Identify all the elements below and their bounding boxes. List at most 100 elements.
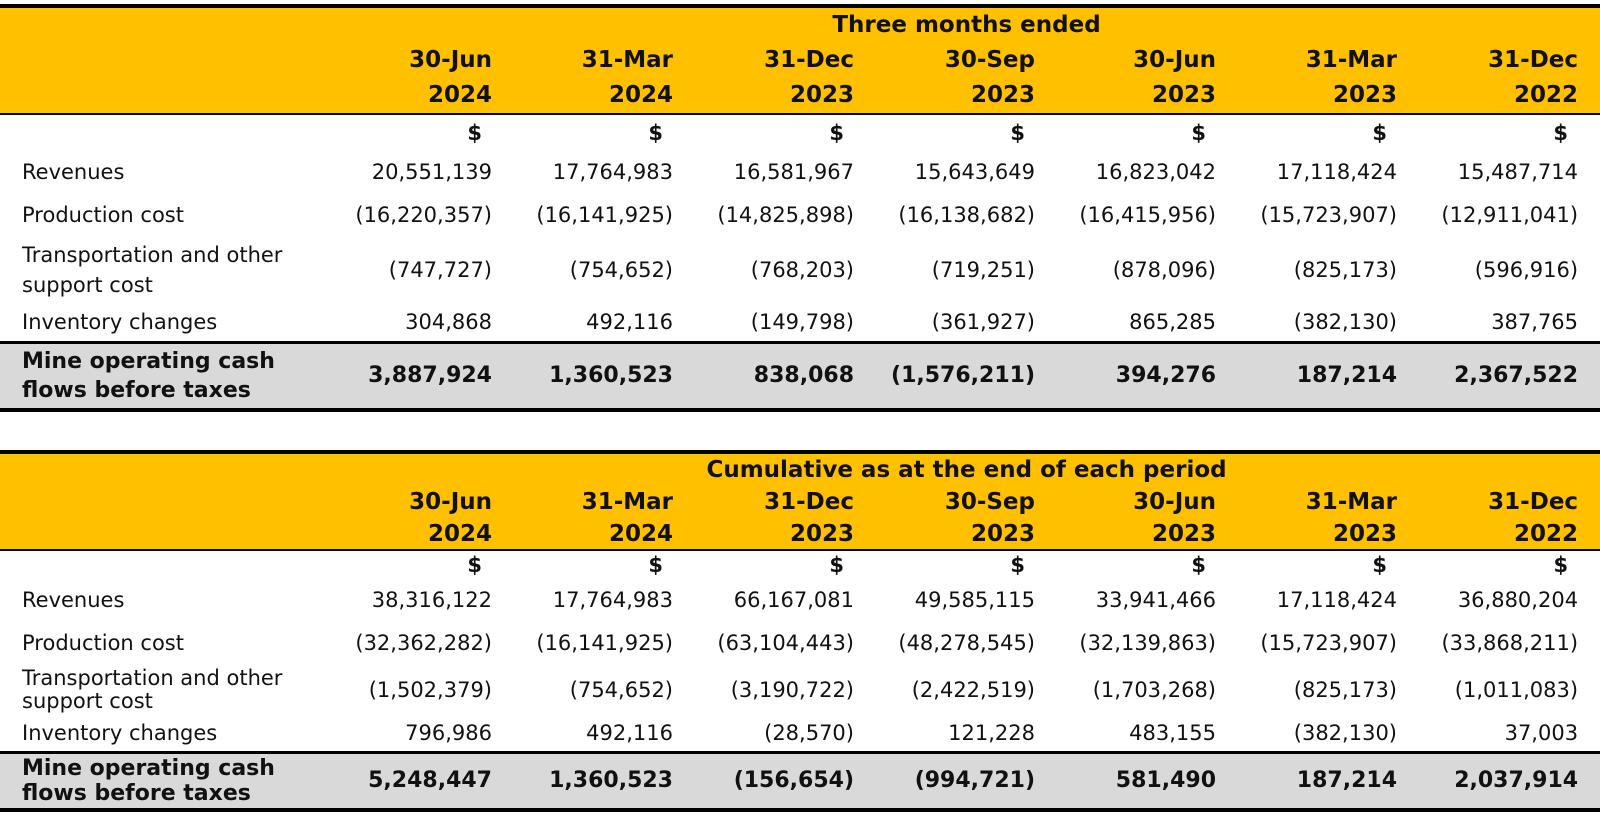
row-label-total: Mine operating cash flows before taxes <box>0 750 333 812</box>
cell-value: 20,551,139 <box>371 159 492 184</box>
cell-value: (33,868,211) <box>1441 631 1579 655</box>
period-day: 31-Mar <box>1238 42 1419 78</box>
currency-symbol: $ <box>1553 120 1569 145</box>
currency-symbol: $ <box>829 120 844 145</box>
total-value: 2,367,522 <box>1419 340 1600 412</box>
cell-value: (754,652) <box>569 257 673 282</box>
cell-value: (1,703,268) <box>1092 678 1216 702</box>
period-day: 30-Jun <box>1057 42 1238 78</box>
cell-value: (768,203) <box>750 257 854 282</box>
period-day: 30-Sep <box>876 486 1057 518</box>
cell-value: 37,003 <box>1504 721 1579 746</box>
currency-symbol: $ <box>648 120 663 145</box>
row-label-inventory: Inventory changes <box>22 721 218 746</box>
label-line: Transportation and other <box>22 666 283 690</box>
cell-value: 16,823,042 <box>1095 159 1216 184</box>
label-line: flows before taxes <box>22 377 251 403</box>
currency-symbol: $ <box>1553 552 1569 577</box>
period-year: 2022 <box>1419 518 1600 551</box>
cell-value: 483,155 <box>1129 721 1216 746</box>
period-year: 2024 <box>514 78 695 115</box>
period-day: 30-Jun <box>333 42 514 78</box>
cell-value: 66,167,081 <box>733 588 854 612</box>
period-day: 30-Sep <box>876 42 1057 78</box>
group-title: Three months ended <box>333 4 1600 42</box>
cell-value: (1,502,379) <box>368 678 492 702</box>
cell-value: (32,362,282) <box>355 631 492 655</box>
cell-value: (149,798) <box>750 309 854 334</box>
cell-value: (382,130) <box>1293 309 1397 334</box>
cell-value: (596,916) <box>1474 257 1579 282</box>
currency-symbol: $ <box>1372 120 1387 145</box>
cell-value: 387,765 <box>1491 309 1579 334</box>
cell-value: (14,825,898) <box>717 202 854 227</box>
cell-value: (15,723,907) <box>1260 202 1397 227</box>
row-label-transportation: Transportation and other support cost <box>0 664 333 716</box>
currency-symbol: $ <box>829 552 844 577</box>
total-value: 1,360,523 <box>514 750 695 812</box>
label-line: support cost <box>22 272 153 297</box>
period-day: 31-Dec <box>1419 42 1600 78</box>
cell-value: (361,927) <box>931 309 1035 334</box>
cell-value: (12,911,041) <box>1441 202 1579 227</box>
cell-value: (16,141,925) <box>536 202 673 227</box>
currency-symbol: $ <box>467 552 482 577</box>
row-label-production-cost: Production cost <box>22 631 184 655</box>
label-line: Mine operating cash <box>22 348 275 374</box>
cell-value: (16,138,682) <box>898 202 1035 227</box>
cell-value: (1,011,083) <box>1454 678 1579 702</box>
period-year: 2023 <box>695 78 876 115</box>
row-label-total: Mine operating cash flows before taxes <box>0 340 333 412</box>
row-label-revenues: Revenues <box>22 159 125 184</box>
label-line: support cost <box>22 689 153 713</box>
period-day: 31-Dec <box>695 486 876 518</box>
cell-value: 16,581,967 <box>733 159 854 184</box>
cumulative-table: Cumulative as at the end of each period … <box>0 450 1600 812</box>
period-day: 31-Dec <box>1419 486 1600 518</box>
period-year: 2022 <box>1419 78 1600 115</box>
row-label-transportation: Transportation and other support cost <box>0 236 333 303</box>
period-year: 2023 <box>1238 78 1419 115</box>
period-day: 30-Jun <box>333 486 514 518</box>
total-value: (156,654) <box>695 750 876 812</box>
period-year: 2023 <box>876 518 1057 551</box>
cell-value: 17,764,983 <box>552 159 673 184</box>
cell-value: (32,139,863) <box>1079 631 1216 655</box>
cell-value: (48,278,545) <box>898 631 1035 655</box>
period-day: 30-Jun <box>1057 486 1238 518</box>
period-day: 31-Dec <box>695 42 876 78</box>
total-value: 394,276 <box>1057 340 1238 412</box>
total-value: 581,490 <box>1057 750 1238 812</box>
cell-value: (2,422,519) <box>911 678 1035 702</box>
cell-value: (747,727) <box>388 257 492 282</box>
label-line: flows before taxes <box>22 780 251 806</box>
three-months-table: Three months ended 30-Jun 31-Mar 31-Dec … <box>0 4 1600 412</box>
cell-value: (754,652) <box>569 678 673 702</box>
cell-value: (382,130) <box>1293 721 1397 746</box>
period-day: 31-Mar <box>514 42 695 78</box>
cell-value: 492,116 <box>586 721 673 746</box>
label-line: Transportation and other <box>22 242 283 267</box>
cell-value: 17,118,424 <box>1276 159 1397 184</box>
cell-value: (15,723,907) <box>1260 631 1397 655</box>
total-value: 838,068 <box>695 340 876 412</box>
period-year: 2023 <box>1057 518 1238 551</box>
cell-value: 17,118,424 <box>1276 588 1397 612</box>
cell-value: 796,986 <box>405 721 492 746</box>
cell-value: (28,570) <box>764 721 854 746</box>
header-blank <box>0 4 333 42</box>
currency-symbol: $ <box>1372 552 1387 577</box>
total-value: (994,721) <box>876 750 1057 812</box>
cell-value: (16,415,956) <box>1079 202 1216 227</box>
cell-value: (878,096) <box>1112 257 1216 282</box>
header-blank <box>0 450 333 486</box>
period-year: 2024 <box>333 78 514 115</box>
currency-symbol: $ <box>467 120 482 145</box>
total-value: 187,214 <box>1238 340 1419 412</box>
cell-value: (63,104,443) <box>717 631 854 655</box>
period-year: 2024 <box>333 518 514 551</box>
cell-value: 38,316,122 <box>371 588 492 612</box>
period-year: 2023 <box>1057 78 1238 115</box>
total-value: 5,248,447 <box>333 750 514 812</box>
cell-value: (3,190,722) <box>730 678 854 702</box>
